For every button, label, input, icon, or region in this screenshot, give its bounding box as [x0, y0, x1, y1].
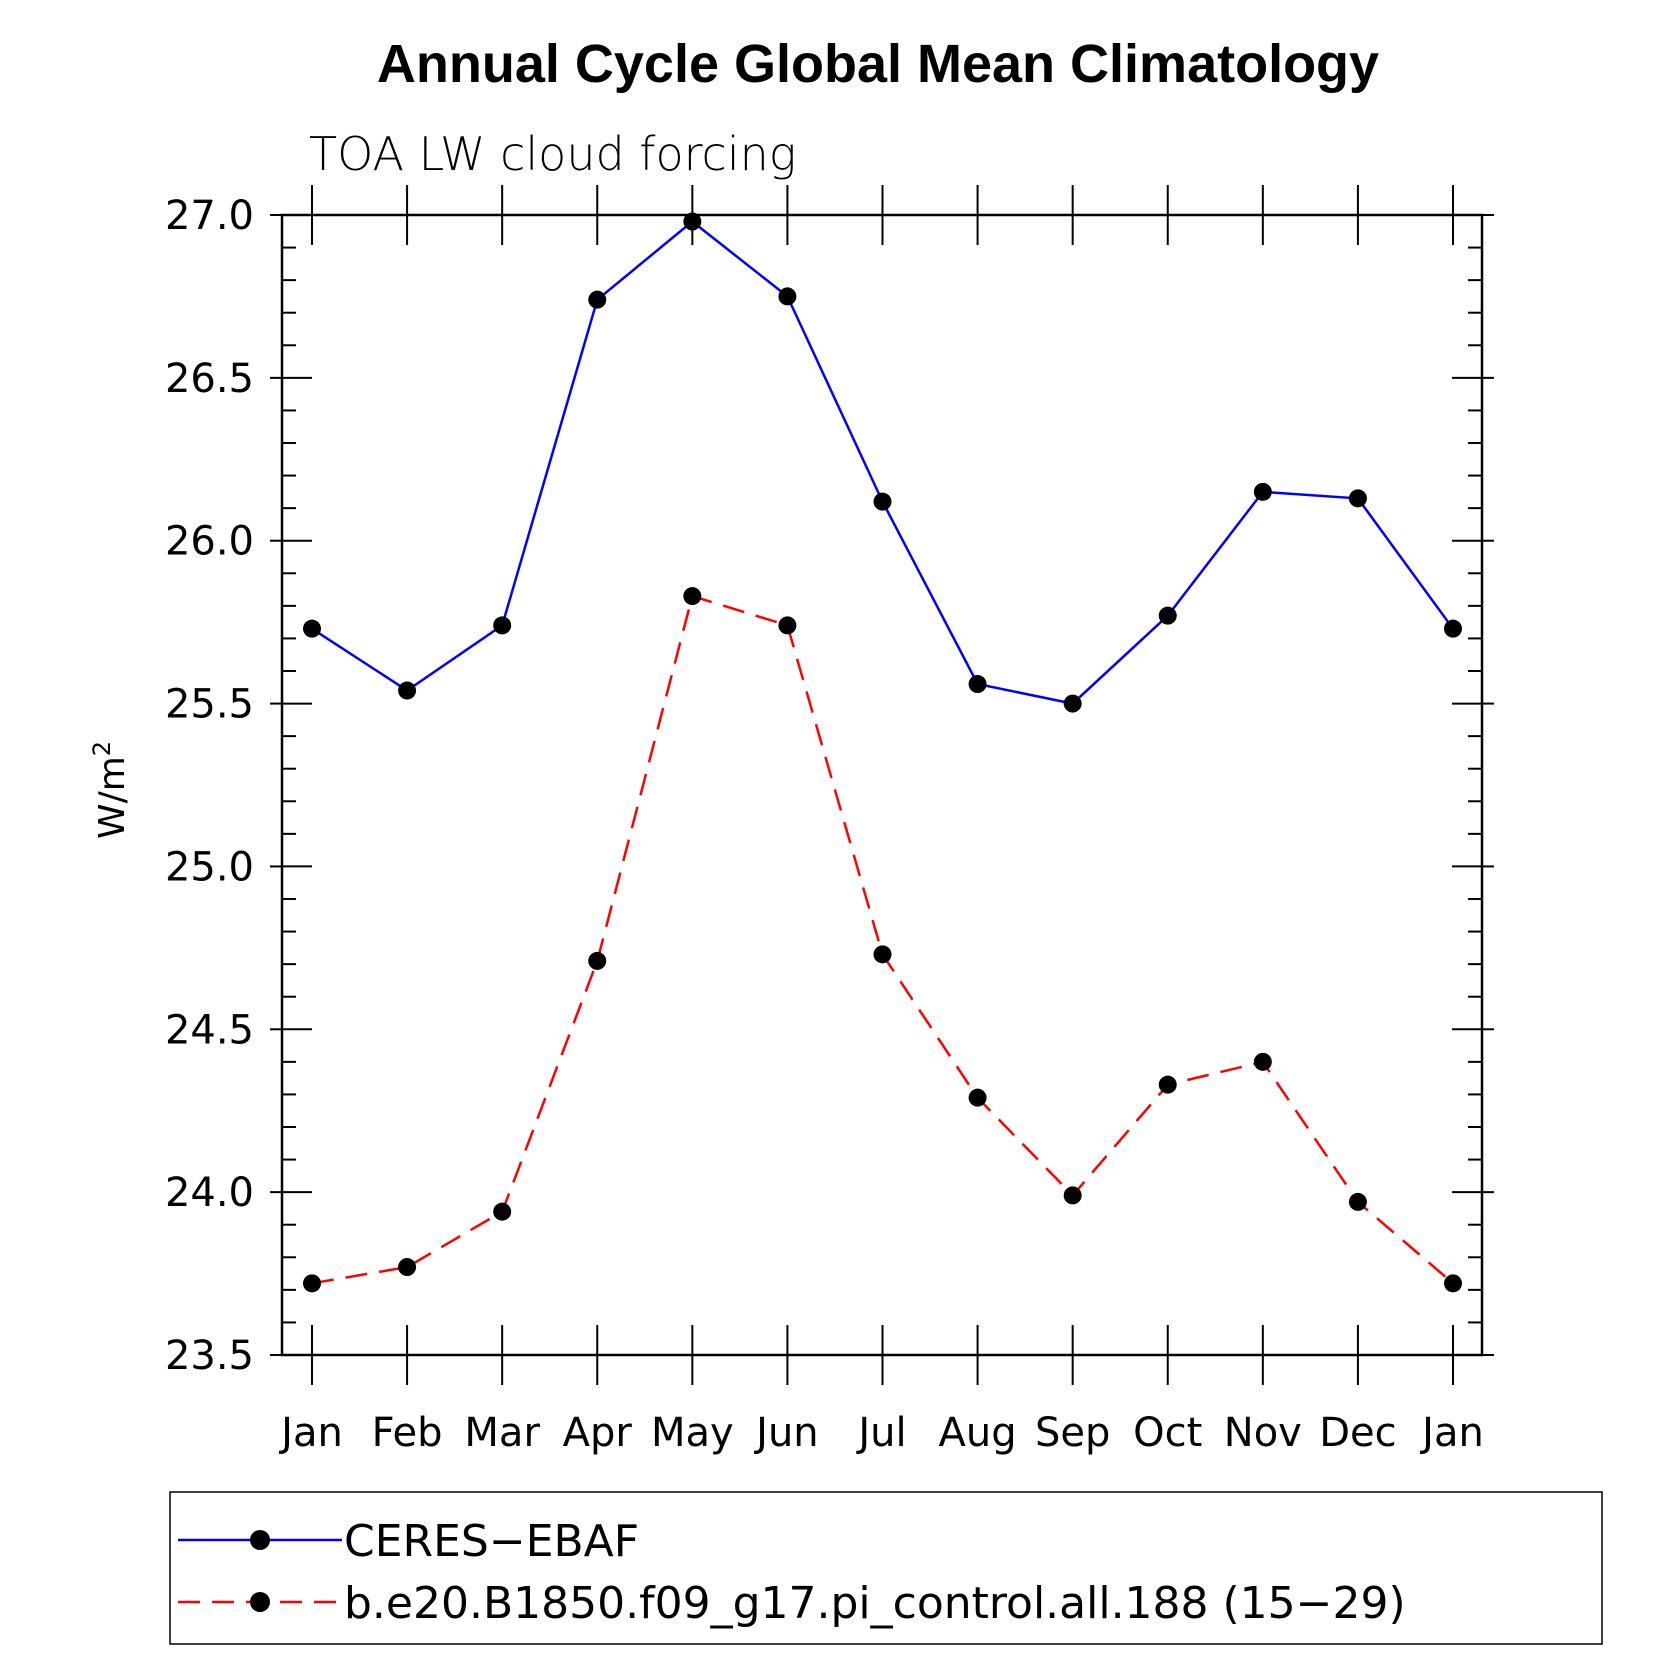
y-tick-label: 26.0 [165, 519, 254, 565]
x-tick-label: Oct [1133, 1410, 1202, 1456]
y-tick-label: 25.5 [165, 682, 254, 728]
x-tick-label: Aug [939, 1410, 1017, 1456]
series-1-point [398, 681, 417, 700]
x-tick-label: Jun [753, 1410, 819, 1456]
x-tick-label: May [651, 1410, 734, 1456]
series-2-point [1444, 1274, 1462, 1293]
series-1-point [1253, 482, 1272, 501]
series-1-point [873, 492, 892, 511]
x-tick-label: Feb [372, 1410, 443, 1456]
series-2-point [778, 616, 797, 635]
series-1-point [493, 616, 512, 635]
y-tick-label: 26.5 [165, 356, 254, 402]
series-2-point [1063, 1186, 1082, 1205]
x-tick-label: Apr [563, 1410, 633, 1456]
legend-marker-1 [250, 1530, 270, 1550]
series-2-point [493, 1202, 512, 1221]
chart-subtitle: TOA LW cloud forcing [309, 127, 796, 181]
x-tick-label: Sep [1035, 1410, 1110, 1456]
y-tick-label: 23.5 [165, 1333, 254, 1379]
y-tick-label: 27.0 [165, 193, 254, 239]
legend-box [169, 1491, 1603, 1645]
series-1-point [1348, 489, 1367, 508]
series-2-point [1253, 1052, 1272, 1071]
x-tick-label: Dec [1319, 1410, 1396, 1456]
series-1-point [1158, 606, 1177, 625]
series-1-point [683, 212, 702, 231]
series-2-point [303, 1274, 321, 1293]
y-axis-label: W/m2 [88, 741, 133, 839]
chart-title: Annual Cycle Global Mean Climatology [377, 34, 1379, 94]
legend-label-1: CERES−EBAF [344, 1516, 639, 1567]
x-tick-label: Nov [1224, 1410, 1302, 1456]
x-tick-label: Jan [1419, 1410, 1484, 1456]
x-tick-label: Jul [855, 1410, 906, 1456]
series-line-1 [311, 219, 1455, 705]
x-tick-label: Jan [278, 1410, 343, 1456]
series-2-point [588, 951, 607, 970]
y-tick-label: 25.0 [165, 844, 254, 890]
series-1-point [588, 290, 607, 309]
series-1-point [1444, 619, 1462, 638]
series-1-point [303, 619, 321, 638]
y-tick-label: 24.5 [165, 1007, 254, 1053]
legend: CERES−EBAF b.e20.B1850.f09_g17.pi_control… [178, 1516, 1406, 1629]
legend-marker-2 [250, 1592, 270, 1612]
y-axis-label-superscript: 2 [88, 741, 116, 756]
series-layer [303, 212, 1462, 1293]
series-2-point [683, 587, 702, 606]
series-1-point [968, 675, 987, 694]
y-axis-label-text: W/m [92, 756, 133, 839]
series-1-point [778, 287, 797, 306]
series-2-point [398, 1258, 417, 1277]
series-1-point [1063, 694, 1082, 713]
x-axis-ticks: Jan Feb Mar Apr May Jun Jul Aug Sep Oct Nov Dec Jan [278, 185, 1484, 1456]
series-2-point [873, 945, 892, 964]
x-tick-label: Mar [464, 1410, 540, 1456]
plot-frame [280, 213, 1484, 1357]
series-line-2 [311, 594, 1454, 1285]
series-2-point [1158, 1075, 1177, 1094]
series-2-point [1348, 1192, 1367, 1211]
y-axis-ticks: 23.5 24.0 24.5 25.0 25.5 26.0 26.5 27.0 [165, 193, 1494, 1379]
legend-label-2: b.e20.B1850.f09_g17.pi_control.all.188 (… [344, 1578, 1406, 1629]
y-tick-label: 24.0 [165, 1170, 254, 1216]
series-2-point [968, 1088, 987, 1107]
